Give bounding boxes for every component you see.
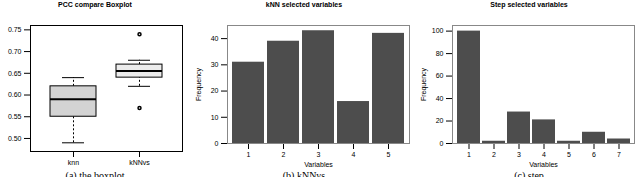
svg-text:30: 30 (211, 61, 219, 68)
svg-text:5: 5 (567, 151, 571, 158)
svg-text:0: 0 (215, 140, 219, 147)
svg-text:1: 1 (247, 151, 251, 158)
svg-text:Variables: Variables (304, 161, 333, 168)
svg-text:10: 10 (211, 114, 219, 121)
svg-text:2: 2 (492, 151, 496, 158)
svg-text:5: 5 (387, 151, 391, 158)
svg-text:0.55: 0.55 (8, 113, 22, 120)
svg-text:80: 80 (436, 50, 444, 57)
svg-text:0.65: 0.65 (8, 70, 22, 77)
svg-text:3: 3 (317, 151, 321, 158)
svg-text:Frequency: Frequency (420, 67, 428, 101)
svg-text:6: 6 (592, 151, 596, 158)
svg-text:100: 100 (432, 27, 444, 34)
svg-text:1: 1 (467, 151, 471, 158)
svg-text:2: 2 (282, 151, 286, 158)
svg-text:Variables: Variables (529, 161, 558, 168)
html-text:PCC compare Boxplot: PCC compare Boxplot (58, 1, 132, 8)
html-text:Step selected variables: Step selected variables (490, 1, 568, 8)
svg-text:20: 20 (436, 117, 444, 124)
svg-text:0: 0 (440, 140, 444, 147)
svg-text:20: 20 (211, 87, 219, 94)
svg-text:Frequency: Frequency (195, 67, 203, 101)
svg-text:0.50: 0.50 (8, 135, 22, 142)
svg-text:0.70: 0.70 (8, 48, 22, 55)
svg-text:0.60: 0.60 (8, 91, 22, 98)
svg-text:60: 60 (436, 72, 444, 79)
svg-text:40: 40 (211, 35, 219, 42)
svg-text:7: 7 (617, 151, 621, 158)
svg-text:knn: knn (68, 159, 79, 166)
svg-text:0.75: 0.75 (8, 26, 22, 33)
svg-text:4: 4 (542, 151, 546, 158)
html-text:kNN selected variables: kNN selected variables (265, 1, 343, 8)
svg-text:3: 3 (517, 151, 521, 158)
svg-text:kNNvs: kNNvs (129, 159, 150, 166)
svg-text:40: 40 (436, 95, 444, 102)
svg-text:4: 4 (352, 151, 356, 158)
